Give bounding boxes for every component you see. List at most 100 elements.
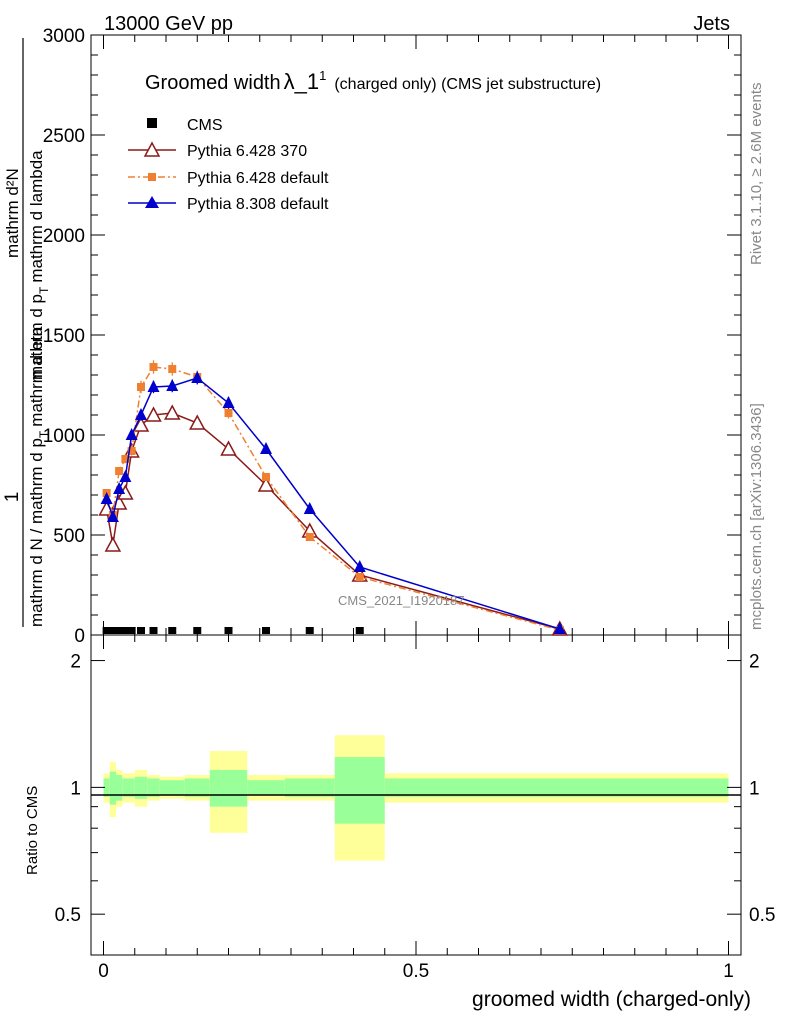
legend-label-py6-default: Pythia 6.428 default xyxy=(187,170,329,187)
main-y-tick-label-1: 500 xyxy=(53,526,85,547)
series-1-line xyxy=(105,412,560,630)
x-tick-label-2: 1 xyxy=(723,961,734,982)
watermark: CMS_2021_I1920187 xyxy=(338,593,465,608)
main-y-tick-label-3: 1500 xyxy=(43,326,85,347)
legend-marker-py8 xyxy=(145,196,159,208)
ratio-band-inner-8 xyxy=(209,769,248,807)
series-2-point xyxy=(137,383,145,391)
mcplots-label: mcplots.cern.ch [arXiv:1306.3436] xyxy=(748,403,765,630)
series-0-point xyxy=(224,627,233,634)
series-0-point xyxy=(115,627,124,634)
y-label-one: 1 xyxy=(2,492,23,503)
series-1-point xyxy=(257,476,275,492)
main-y-tick-label-4: 2000 xyxy=(43,226,85,247)
series-3-point xyxy=(353,560,366,572)
series-1-point xyxy=(104,536,122,552)
legend-label-cms: CMS xyxy=(187,117,223,134)
x-axis-label: groomed width (charged-only) xyxy=(472,988,751,1011)
series-3-point xyxy=(166,379,179,391)
title-main: Groomed width xyxy=(145,72,281,94)
ratio-band-inner-7 xyxy=(184,778,210,797)
series-2-point xyxy=(305,533,314,541)
y-label-lower: mathrm d N / mathrm d pTmathrm d eta xyxy=(27,326,51,627)
ratio-y-tick-label-2: 2 xyxy=(70,652,81,673)
series-0-point xyxy=(168,627,177,634)
y-label-upper: mathrm d²N xyxy=(3,168,22,258)
series-3-point xyxy=(260,442,272,454)
series-2-line xyxy=(105,366,560,631)
series-3-point xyxy=(222,396,235,408)
ratio-band-inner-6 xyxy=(159,780,185,795)
main-y-tick-label-6: 3000 xyxy=(43,26,85,47)
series-3-point xyxy=(303,502,316,514)
series-3-point xyxy=(100,492,113,504)
series-2-point xyxy=(121,455,130,463)
series-1-point xyxy=(145,406,162,422)
main-y-axis-label: 1 mathrm d N / mathrm d pTmathrm d eta m… xyxy=(2,38,51,627)
ratio-band-inner-1 xyxy=(109,771,116,805)
legend-marker-cms xyxy=(147,118,157,128)
main-y-tick-label-0: 0 xyxy=(74,626,85,647)
ratio-band-inner-0 xyxy=(103,778,110,797)
ratio-band-inner-2 xyxy=(116,774,123,801)
series-3-point xyxy=(553,622,566,634)
ratio-band-inner-5 xyxy=(147,778,160,797)
header-left: 13000 GeV pp xyxy=(104,13,233,35)
series-0-point xyxy=(137,627,145,634)
rivet-label: Rivet 3.1.10, ≥ 2.6M events xyxy=(748,83,765,266)
series-0-point xyxy=(305,627,314,634)
series-2-point xyxy=(355,573,364,581)
title-rest: (charged only) (CMS jet substructure) xyxy=(334,76,601,93)
ratio-band-inner-4 xyxy=(134,776,148,799)
series-2-point xyxy=(262,473,270,481)
x-tick-label-1: 0.5 xyxy=(403,961,429,982)
ratio-band-inner-10 xyxy=(284,778,335,797)
series-3-point xyxy=(119,470,132,482)
y-label-upper-rest: mathrm d pTmathrm d lambda xyxy=(27,150,51,380)
series-2-point xyxy=(168,365,177,373)
ratio-y-tick-label-0: 0.5 xyxy=(55,905,81,926)
axis-ticks: 0 500 1000 1500 2000 2500 3000 0 0.5 1 0.5 0.5 1 1 2 2 xyxy=(43,26,776,982)
legend-marker-py6-default xyxy=(148,173,156,181)
ratio-bands xyxy=(103,735,729,861)
legend-label-py8: Pythia 8.308 default xyxy=(187,196,329,213)
title-symbol: λ_1 xyxy=(284,69,319,94)
series-2-point xyxy=(224,409,233,417)
series-0-point xyxy=(102,627,111,634)
title-superscript: 1 xyxy=(319,68,326,83)
ratio-band-inner-9 xyxy=(247,780,285,795)
header-right: Jets xyxy=(693,13,730,35)
ratio-y-tick-label-right-2: 2 xyxy=(749,652,760,673)
series-2-point xyxy=(149,363,158,371)
series-0-point xyxy=(127,627,136,634)
series-2-point xyxy=(115,467,124,475)
data-series xyxy=(98,360,569,636)
ratio-band-inner-3 xyxy=(122,778,135,797)
series-3-point xyxy=(125,428,138,440)
series-3-point xyxy=(147,380,160,392)
main-y-tick-label-5: 2500 xyxy=(43,126,85,147)
series-3-point xyxy=(113,482,126,494)
series-0-point xyxy=(121,627,130,634)
main-y-tick-label-2: 1000 xyxy=(43,426,85,447)
x-tick-label-0: 0 xyxy=(98,961,109,982)
ratio-band-inner-11 xyxy=(334,757,385,824)
ratio-y-tick-label-right-0: 0.5 xyxy=(749,905,775,926)
legend: CMS Pythia 6.428 370 Pythia 6.428 defaul… xyxy=(128,117,329,213)
series-1-point xyxy=(188,414,206,430)
series-0-point xyxy=(149,627,158,634)
series-1-point xyxy=(163,404,181,420)
series-0-point xyxy=(262,627,270,634)
series-3-point xyxy=(135,408,147,420)
ratio-y-tick-label-1: 1 xyxy=(70,778,81,799)
series-0-point xyxy=(193,627,202,634)
series-0-point xyxy=(355,627,364,634)
legend-label-py6-370: Pythia 6.428 370 xyxy=(187,143,307,160)
series-1-point xyxy=(132,416,150,432)
series-2-point xyxy=(127,447,136,455)
legend-marker-py6-370 xyxy=(143,141,161,157)
ratio-y-tick-label-right-1: 1 xyxy=(749,778,760,799)
series-3-point xyxy=(191,371,204,383)
chart-title: Groomed width λ_11 (charged only) (CMS jet… xyxy=(145,68,601,94)
